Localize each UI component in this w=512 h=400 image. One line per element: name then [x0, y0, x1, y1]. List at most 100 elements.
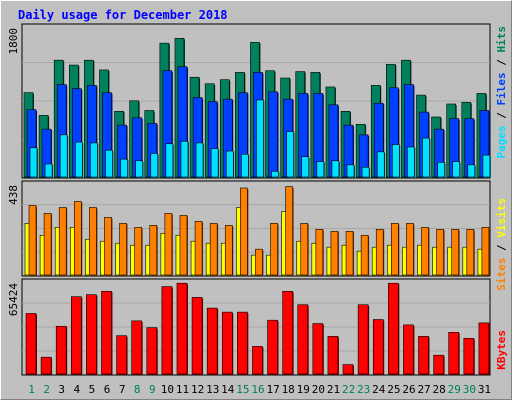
legend-sep: / [495, 53, 508, 73]
day-label: 4 [74, 383, 81, 396]
kbytes-bar [372, 319, 385, 375]
day-label: 7 [119, 383, 126, 396]
kbytes-bar [161, 286, 173, 375]
sites-bar [194, 221, 204, 276]
pages-bar [331, 160, 340, 178]
kbytes-bar [237, 311, 249, 375]
day-label: 26 [402, 383, 415, 396]
pages-bar [422, 137, 431, 178]
kbytes-bar [297, 304, 309, 375]
sites-bar [436, 229, 445, 276]
pages-bar [225, 150, 235, 178]
pages-bar [120, 158, 129, 178]
sites-bar [360, 234, 370, 276]
pages-bar [301, 156, 310, 178]
sites-bar [285, 186, 294, 276]
sites-bar [300, 223, 309, 276]
pages-bar [90, 142, 99, 178]
kbytes-bar [191, 297, 204, 375]
sites-bar [391, 223, 400, 276]
kbytes-bar [221, 311, 234, 375]
sites-bar [43, 213, 53, 276]
pages-bar [59, 134, 69, 178]
pages-bar [74, 141, 84, 178]
kbytes-bar [267, 319, 279, 375]
sites-bar [28, 205, 37, 276]
pages-bar [256, 99, 265, 178]
day-label: 6 [104, 383, 111, 396]
pages-bar [346, 164, 356, 178]
sites-bar [134, 227, 143, 276]
legend: Pages / Files / Hits [495, 26, 508, 159]
sites-bar [421, 227, 430, 276]
kbytes-bar [206, 307, 219, 375]
day-label: 1 [28, 383, 35, 396]
kbytes-bar [448, 332, 460, 375]
sites-bar [164, 213, 173, 276]
kbytes-bar [25, 313, 37, 375]
sites-bar [270, 223, 279, 276]
kbytes-bar [101, 290, 113, 375]
day-label: 30 [463, 383, 476, 396]
sites-bar [179, 215, 188, 276]
day-label: 3 [58, 383, 65, 396]
kbytes-bar [131, 320, 143, 375]
chart-title: Daily usage for December 2018 [18, 8, 228, 22]
pages-bar [44, 163, 54, 178]
kbytes-bar [40, 356, 53, 375]
day-label: 18 [282, 383, 295, 396]
sites-bar [104, 217, 113, 276]
day-label: 10 [161, 383, 174, 396]
day-label: 2 [43, 383, 50, 396]
day-label: 25 [387, 383, 400, 396]
kbytes-bar [433, 354, 445, 375]
day-label: 19 [297, 383, 310, 396]
sites-bar [481, 227, 490, 276]
kbytes-bar [388, 282, 400, 375]
pages-bar [361, 166, 371, 178]
kbytes-bar [146, 327, 158, 375]
sites-bar [466, 229, 475, 276]
y-max-label: 65424 [7, 283, 20, 316]
sites-bar [149, 225, 158, 276]
kbytes-bar [418, 336, 430, 375]
pages-bar [376, 151, 386, 178]
legend-pages: Pages [495, 125, 508, 158]
kbytes-bar [252, 346, 264, 375]
y-max-label: 1800 [7, 28, 20, 55]
sites-bar [345, 231, 355, 276]
day-label: 16 [251, 383, 264, 396]
day-label: 31 [478, 383, 491, 396]
kbytes-bar [55, 325, 68, 375]
legend-files: Files [495, 72, 508, 105]
pages-bar [29, 147, 38, 178]
legend-hits: Hits [495, 26, 508, 53]
pages-bar [482, 154, 491, 178]
day-label: 13 [206, 383, 219, 396]
pages-bar [437, 162, 446, 178]
day-label: 20 [312, 383, 325, 396]
legend-sep: / [495, 106, 508, 126]
day-label: 5 [89, 383, 96, 396]
day-label: 12 [191, 383, 204, 396]
legend-sites: Sites [495, 258, 508, 291]
pages-bar [150, 153, 159, 178]
legend-kbytes: KBytes [495, 330, 508, 370]
pages-bar [467, 164, 476, 178]
day-label: 24 [372, 383, 386, 396]
legend: Sites / Visits [495, 198, 508, 291]
pages-bar [452, 161, 461, 178]
pages-bar [180, 141, 189, 178]
legend-visits: Visits [495, 198, 508, 238]
day-label: 27 [417, 383, 430, 396]
kbytes-bar [116, 335, 128, 375]
sites-bar [406, 223, 415, 276]
day-label: 23 [357, 383, 370, 396]
sites-bar [224, 225, 234, 276]
sites-bar [330, 231, 339, 276]
pages-bar [316, 161, 325, 178]
sites-bar [315, 229, 324, 276]
kbytes-bar [327, 336, 339, 375]
kbytes-bar [478, 322, 490, 375]
